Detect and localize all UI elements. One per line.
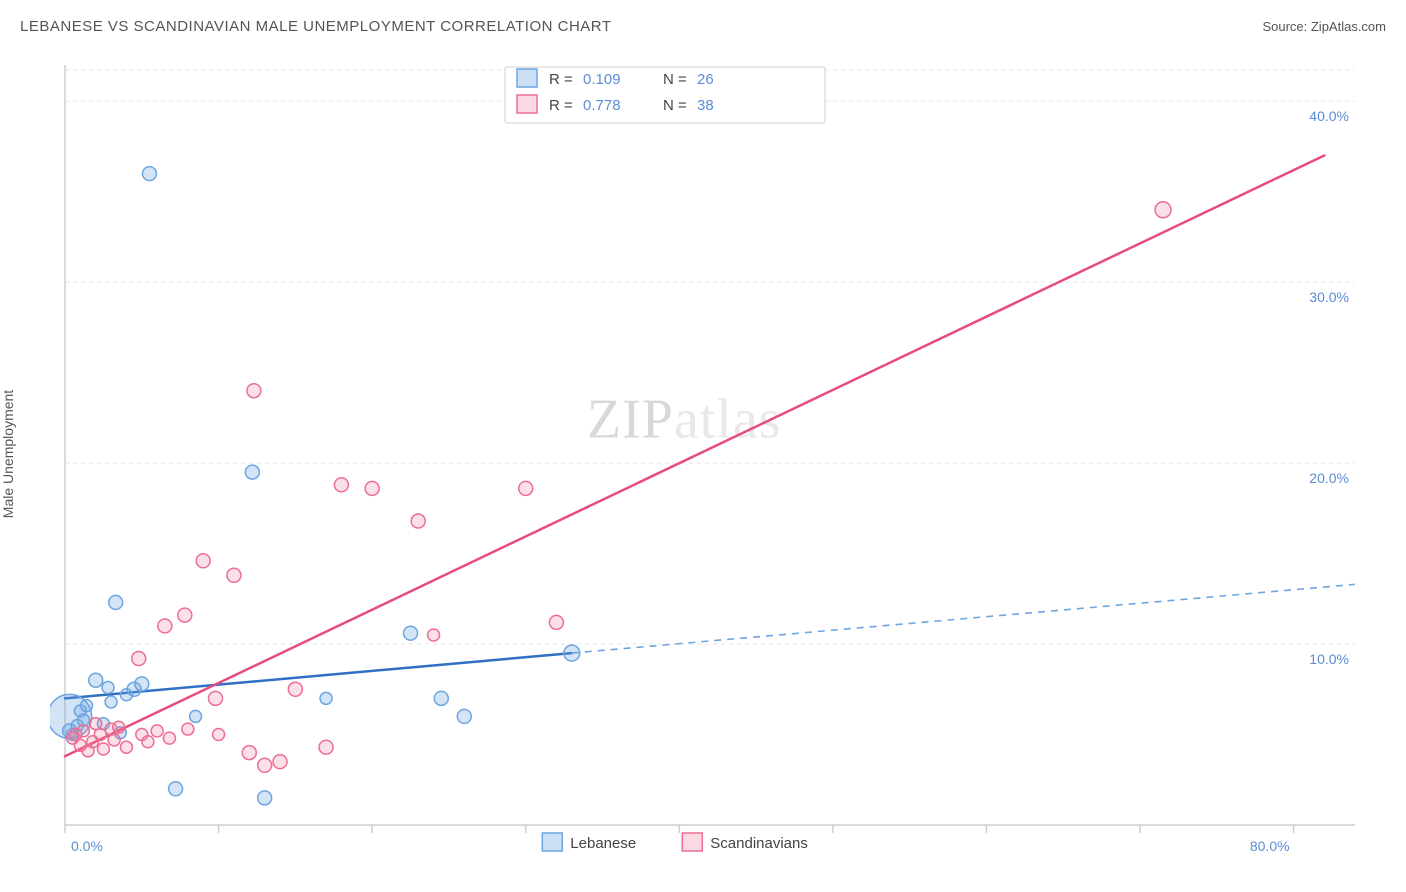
svg-text:40.0%: 40.0% [1309,108,1349,124]
svg-text:38: 38 [697,97,714,114]
y-axis-label: Male Unemployment [0,390,16,518]
svg-text:10.0%: 10.0% [1309,651,1349,667]
correlation-scatter-chart: 10.0% 20.0% 30.0% 40.0% 0.0% 80.0% ZIPatlas R =… [50,55,1380,855]
svg-text:ZIPatlas: ZIPatlas [587,388,782,450]
chart-title: LEBANESE VS SCANDINAVIAN MALE UNEMPLOYME… [20,18,612,35]
svg-text:0.0%: 0.0% [71,838,103,854]
svg-text:20.0%: 20.0% [1309,470,1349,486]
svg-text:0.109: 0.109 [583,71,621,88]
svg-text:26: 26 [697,71,714,88]
svg-text:Scandinavians: Scandinavians [710,835,808,852]
svg-text:R =: R = [549,71,573,88]
source-link[interactable]: ZipAtlas.com [1311,19,1386,34]
svg-text:R =: R = [549,97,573,114]
source-attribution: Source: ZipAtlas.com [1262,19,1386,34]
svg-text:N =: N = [663,71,687,88]
svg-text:80.0%: 80.0% [1250,838,1290,854]
svg-text:0.778: 0.778 [583,97,621,114]
svg-text:30.0%: 30.0% [1309,289,1349,305]
svg-text:Lebanese: Lebanese [570,835,636,852]
svg-text:N =: N = [663,97,687,114]
